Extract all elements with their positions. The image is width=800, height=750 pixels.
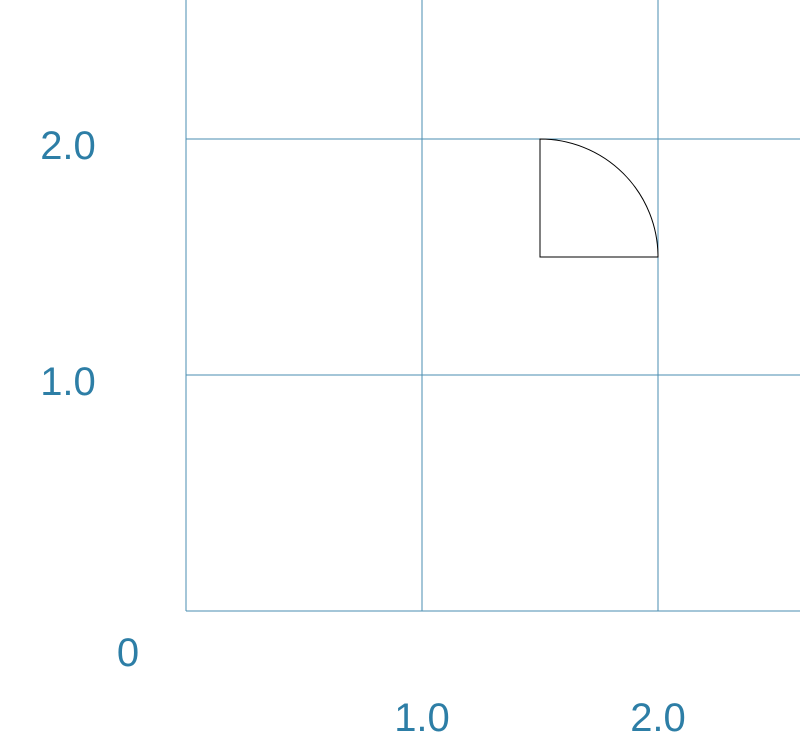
origin-label: 0 [117,631,139,675]
x-tick-label: 1.0 [394,696,450,740]
y-tick-label: 2.0 [40,124,96,168]
x-tick-label: 2.0 [630,696,686,740]
quarter-circle-shape [539,138,659,258]
shape-layer [539,138,659,258]
y-tick-label: 1.0 [40,360,96,404]
grid-lines [185,0,800,612]
tick-labels: 0 1.0 2.0 1.0 2.0 [40,124,686,740]
